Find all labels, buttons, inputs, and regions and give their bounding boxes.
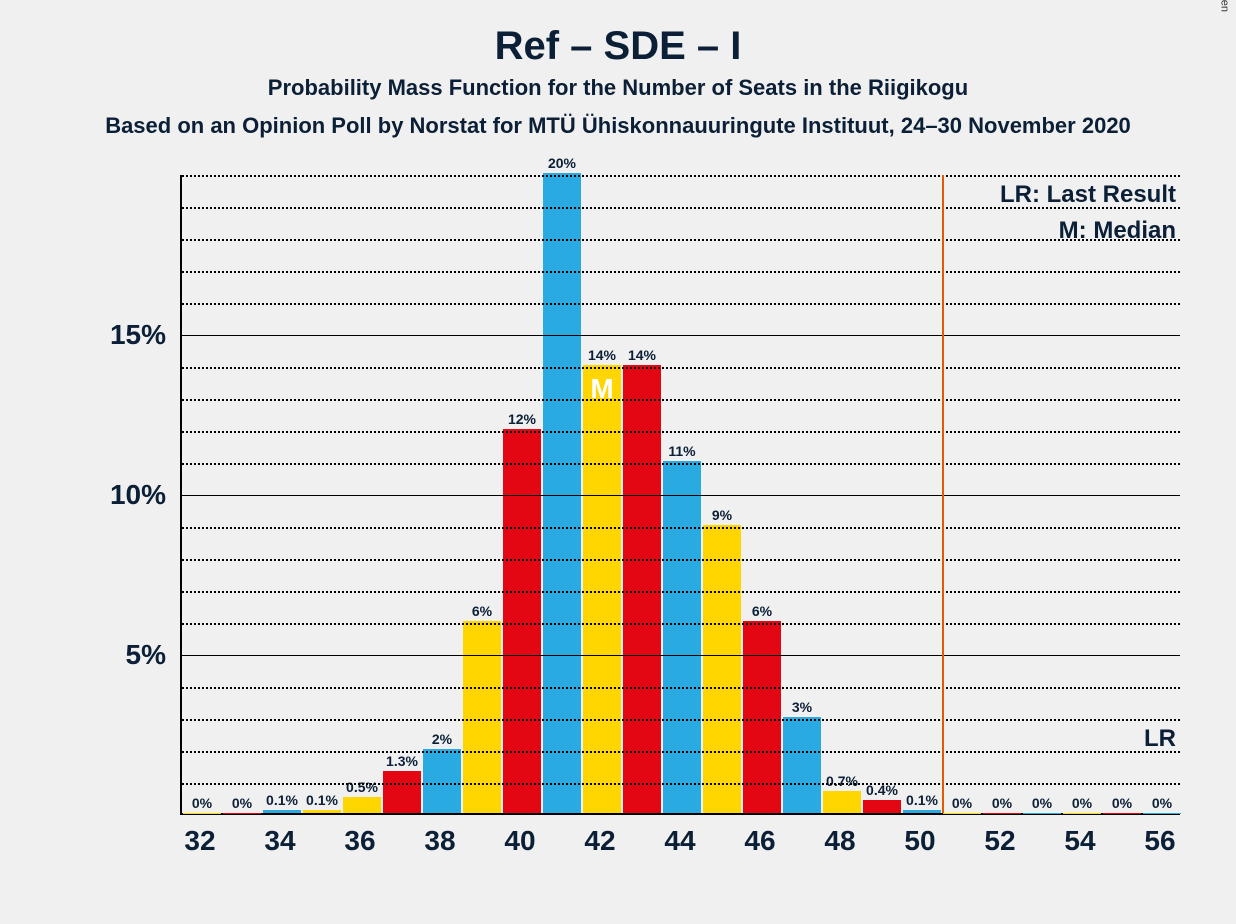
chart-subtitle: Probability Mass Function for the Number… — [0, 75, 1236, 101]
x-tick-label: 48 — [824, 825, 855, 857]
bar: 2% — [423, 749, 461, 813]
gridline-minor — [182, 687, 1180, 689]
bar-value-label: 0% — [952, 795, 972, 811]
x-tick-label: 44 — [664, 825, 695, 857]
y-tick-label: 5% — [126, 639, 166, 671]
bar-value-label: 1.3% — [386, 753, 418, 769]
gridline-minor — [182, 559, 1180, 561]
bar: 3% — [783, 717, 821, 813]
gridline-minor — [182, 463, 1180, 465]
bar-value-label: 6% — [752, 603, 772, 619]
bar-value-label: 0% — [1152, 795, 1172, 811]
gridline-minor — [182, 239, 1180, 241]
bar-value-label: 11% — [668, 443, 695, 459]
bar: 12% — [503, 429, 541, 813]
bar-value-label: 0.1% — [306, 792, 338, 808]
bar-value-label: 0% — [192, 795, 212, 811]
gridline-minor — [182, 175, 1180, 177]
bar: 20% — [543, 173, 581, 813]
x-tick-label: 36 — [344, 825, 375, 857]
bar-value-label: 14% — [588, 347, 616, 363]
bar: 0.7% — [823, 791, 861, 813]
bar-value-label: 0% — [1072, 795, 1092, 811]
gridline-minor — [182, 623, 1180, 625]
bar-value-label: 2% — [432, 731, 452, 747]
bar: 0% — [1103, 813, 1141, 814]
copyright-text: © 2020 Filip van Laenen — [1218, 0, 1230, 12]
x-axis: 32 34 36 38 40 42 44 46 48 50 52 54 56 — [180, 815, 1180, 875]
x-tick-label: 40 — [504, 825, 535, 857]
bar-value-label: 3% — [792, 699, 812, 715]
plot-area: 5% 10% 15% LR: Last Result M: Median 0%0%0… — [80, 175, 1200, 875]
bar: 0% — [1143, 813, 1181, 814]
x-tick-label: 54 — [1064, 825, 1095, 857]
gridline-minor — [182, 399, 1180, 401]
bar: 0.1% — [303, 810, 341, 813]
plot: LR: Last Result M: Median 0%0%0.1%0.1%0.… — [180, 175, 1180, 815]
gridline-major — [182, 655, 1180, 656]
bar-value-label: 0.5% — [346, 779, 378, 795]
bar-value-label: 12% — [508, 411, 536, 427]
gridline-minor — [182, 783, 1180, 785]
gridline-major — [182, 335, 1180, 336]
bar: 0.4% — [863, 800, 901, 813]
bar: 9% — [703, 525, 741, 813]
x-tick-label: 56 — [1144, 825, 1175, 857]
x-tick-label: 46 — [744, 825, 775, 857]
bar: 0% — [1063, 813, 1101, 814]
bar: 0.1% — [903, 810, 941, 813]
gridline-minor — [182, 207, 1180, 209]
x-tick-label: 52 — [984, 825, 1015, 857]
gridline-minor — [182, 591, 1180, 593]
x-tick-label: 34 — [264, 825, 295, 857]
bar-value-label: 0.7% — [826, 773, 858, 789]
bar-value-label: 0% — [232, 795, 252, 811]
gridline-minor — [182, 527, 1180, 529]
bar: 0% — [943, 813, 981, 814]
y-tick-label: 15% — [110, 319, 166, 351]
bar: 0% — [1023, 813, 1061, 814]
gridline-minor — [182, 719, 1180, 721]
last-result-line — [942, 175, 944, 813]
bar: 0% — [223, 813, 261, 814]
x-tick-label: 42 — [584, 825, 615, 857]
chart-source: Based on an Opinion Poll by Norstat for … — [0, 113, 1236, 139]
x-tick-label: 50 — [904, 825, 935, 857]
bar: 0% — [183, 813, 221, 814]
gridline-major — [182, 495, 1180, 496]
gridline-minor — [182, 431, 1180, 433]
bar-value-label: 9% — [712, 507, 732, 523]
x-tick-label: 38 — [424, 825, 455, 857]
gridline-minor — [182, 271, 1180, 273]
chart-title: Ref – SDE – I — [0, 0, 1236, 69]
bar-value-label: 0% — [1032, 795, 1052, 811]
bar: 0% — [983, 813, 1021, 814]
bar-value-label: 0.1% — [906, 792, 938, 808]
gridline-minor — [182, 751, 1180, 753]
bar: 11% — [663, 461, 701, 813]
last-result-label: LR — [1144, 725, 1176, 753]
gridline-minor — [182, 303, 1180, 305]
gridline-minor — [182, 367, 1180, 369]
bar: 0.1% — [263, 810, 301, 813]
x-tick-label: 32 — [184, 825, 215, 857]
y-tick-label: 10% — [110, 479, 166, 511]
bar: 1.3% — [383, 771, 421, 813]
bar-value-label: 0.1% — [266, 792, 298, 808]
bar-value-label: 6% — [472, 603, 492, 619]
bar-value-label: 14% — [628, 347, 656, 363]
bar: 0.5% — [343, 797, 381, 813]
y-axis: 5% 10% 15% — [80, 175, 180, 815]
bar-value-label: 0% — [992, 795, 1012, 811]
bar-value-label: 0% — [1112, 795, 1132, 811]
bar-value-label: 20% — [548, 155, 576, 171]
